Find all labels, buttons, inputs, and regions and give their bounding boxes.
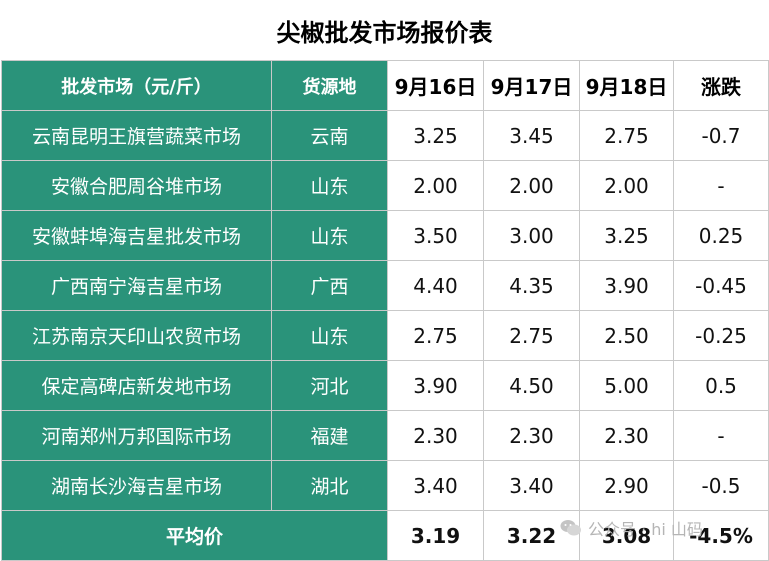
change-cell: -	[673, 410, 769, 461]
header-origin: 货源地	[271, 60, 388, 111]
origin-cell: 山东	[271, 160, 388, 211]
price-d3: 3.25	[579, 210, 674, 261]
price-d1: 2.00	[387, 160, 484, 211]
price-d2: 2.75	[483, 310, 580, 361]
price-d3: 2.75	[579, 110, 674, 161]
average-change: -4.5%	[673, 510, 769, 561]
change-cell: -0.7	[673, 110, 769, 161]
table-row: 云南昆明王旗营蔬菜市场 云南 3.25 3.45 2.75 -0.7	[1, 110, 769, 161]
price-d3: 2.90	[579, 460, 674, 511]
header-market: 批发市场（元/斤）	[1, 60, 272, 111]
price-d3: 5.00	[579, 360, 674, 411]
price-d2: 3.40	[483, 460, 580, 511]
price-d2: 4.50	[483, 360, 580, 411]
origin-cell: 湖北	[271, 460, 388, 511]
market-name: 广西南宁海吉星市场	[1, 260, 272, 311]
market-name: 湖南长沙海吉星市场	[1, 460, 272, 511]
header-date-1: 9月16日	[387, 60, 484, 111]
market-name: 云南昆明王旗营蔬菜市场	[1, 110, 272, 161]
average-d1: 3.19	[387, 510, 484, 561]
price-d3: 2.00	[579, 160, 674, 211]
origin-cell: 山东	[271, 210, 388, 261]
price-table: 批发市场（元/斤） 货源地 9月16日 9月17日 9月18日 涨跌 云南昆明王…	[1, 60, 769, 561]
price-d3: 2.50	[579, 310, 674, 361]
origin-cell: 福建	[271, 410, 388, 461]
price-d1: 3.90	[387, 360, 484, 411]
price-d2: 2.30	[483, 410, 580, 461]
table-row: 广西南宁海吉星市场 广西 4.40 4.35 3.90 -0.45	[1, 260, 769, 311]
price-d1: 3.50	[387, 210, 484, 261]
market-name: 江苏南京天印山农贸市场	[1, 310, 272, 361]
price-d1: 2.30	[387, 410, 484, 461]
change-cell: -0.25	[673, 310, 769, 361]
price-d2: 4.35	[483, 260, 580, 311]
price-d2: 3.00	[483, 210, 580, 261]
price-d3: 2.30	[579, 410, 674, 461]
price-d3: 3.90	[579, 260, 674, 311]
table-row: 江苏南京天印山农贸市场 山东 2.75 2.75 2.50 -0.25	[1, 310, 769, 361]
change-cell: -0.45	[673, 260, 769, 311]
origin-cell: 广西	[271, 260, 388, 311]
origin-cell: 河北	[271, 360, 388, 411]
origin-cell: 山东	[271, 310, 388, 361]
table-title: 尖椒批发市场报价表	[276, 18, 493, 47]
change-cell: 0.25	[673, 210, 769, 261]
header-date-2: 9月17日	[483, 60, 580, 111]
header-date-3: 9月18日	[579, 60, 674, 111]
header-row: 批发市场（元/斤） 货源地 9月16日 9月17日 9月18日 涨跌	[1, 60, 769, 111]
price-d1: 3.25	[387, 110, 484, 161]
market-name: 安徽蚌埠海吉星批发市场	[1, 210, 272, 261]
table-row: 安徽蚌埠海吉星批发市场 山东 3.50 3.00 3.25 0.25	[1, 210, 769, 261]
average-row: 平均价 3.19 3.22 3.08 -4.5%	[1, 510, 769, 561]
market-name: 安徽合肥周谷堆市场	[1, 160, 272, 211]
change-cell: 0.5	[673, 360, 769, 411]
header-change: 涨跌	[673, 60, 769, 111]
change-cell: -	[673, 160, 769, 211]
price-d2: 2.00	[483, 160, 580, 211]
average-d3: 3.08	[579, 510, 674, 561]
average-label: 平均价	[1, 510, 388, 561]
price-d1: 3.40	[387, 460, 484, 511]
market-name: 河南郑州万邦国际市场	[1, 410, 272, 461]
price-d1: 4.40	[387, 260, 484, 311]
origin-cell: 云南	[271, 110, 388, 161]
table-row: 湖南长沙海吉星市场 湖北 3.40 3.40 2.90 -0.5	[1, 460, 769, 511]
table-row: 保定高碑店新发地市场 河北 3.90 4.50 5.00 0.5	[1, 360, 769, 411]
price-d1: 2.75	[387, 310, 484, 361]
market-name: 保定高碑店新发地市场	[1, 360, 272, 411]
table-row: 河南郑州万邦国际市场 福建 2.30 2.30 2.30 -	[1, 410, 769, 461]
change-cell: -0.5	[673, 460, 769, 511]
average-d2: 3.22	[483, 510, 580, 561]
price-d2: 3.45	[483, 110, 580, 161]
table-row: 安徽合肥周谷堆市场 山东 2.00 2.00 2.00 -	[1, 160, 769, 211]
